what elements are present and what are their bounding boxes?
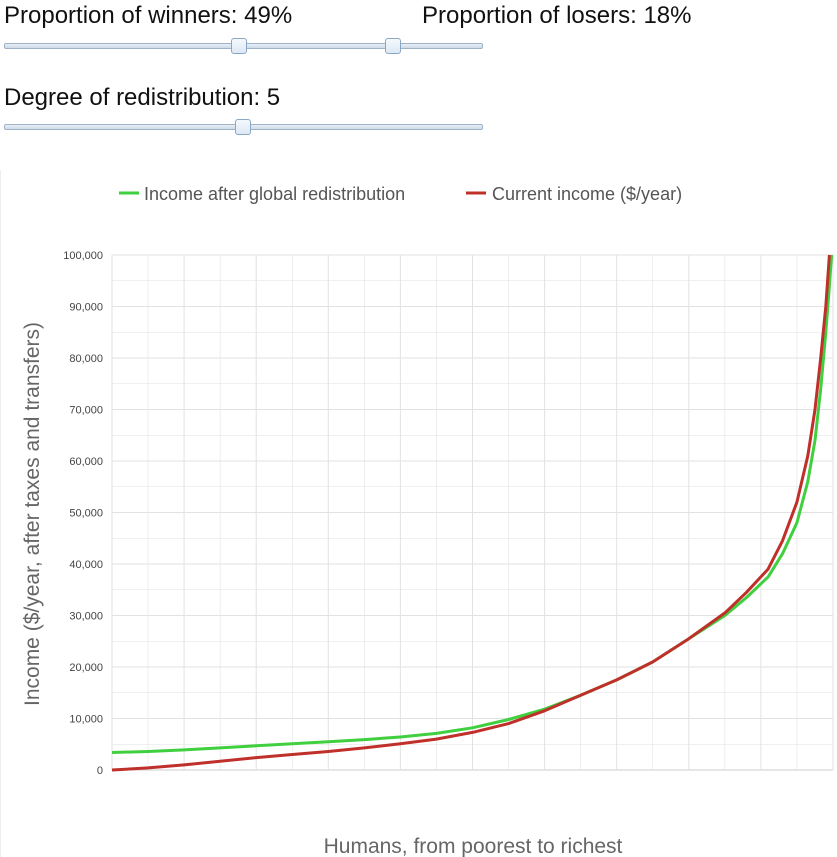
y-tick-label: 90,000 <box>69 302 103 314</box>
losers-slider-handle[interactable] <box>385 38 401 54</box>
y-tick-label: 30,000 <box>69 611 103 623</box>
redistribution-slider-handle[interactable] <box>235 119 251 135</box>
legend-label-current: Current income ($/year) <box>492 184 682 204</box>
income-chart: 0 10,000 20,000 30,000 40,000 50,000 60,000 70,… <box>21 184 834 857</box>
legend: Income after global redistribution Curre… <box>119 184 682 204</box>
winners-label: Proportion of winners: 49% <box>4 2 293 29</box>
series <box>111 254 834 772</box>
y-tick-label: 60,000 <box>69 456 103 468</box>
losers-label: Proportion of losers: 18% <box>422 2 692 29</box>
y-tick-label: 40,000 <box>69 559 103 571</box>
y-tick-label: 80,000 <box>69 353 103 365</box>
y-tick-label: 100,000 <box>63 250 103 262</box>
y-tick-label: 70,000 <box>69 405 103 417</box>
legend-label-after: Income after global redistribution <box>144 184 405 204</box>
series-line-current-income <box>111 254 831 772</box>
y-tick-labels: 0 10,000 20,000 30,000 40,000 50,000 60,000 70,… <box>63 250 103 777</box>
y-tick-label: 20,000 <box>69 662 103 674</box>
winners-slider-handle[interactable] <box>231 38 247 54</box>
y-tick-label: 0 <box>97 765 103 777</box>
y-tick-label: 10,000 <box>69 714 103 726</box>
redistribution-label: Degree of redistribution: 5 <box>4 84 281 111</box>
y-tick-label: 50,000 <box>69 508 103 520</box>
y-axis-title: Income ($/year, after taxes and transfer… <box>21 322 44 706</box>
chart-panel: 0 10,000 20,000 30,000 40,000 50,000 60,000 70,… <box>0 170 837 857</box>
x-axis-title: Humans, from poorest to richest <box>324 835 623 857</box>
grid <box>111 254 834 771</box>
